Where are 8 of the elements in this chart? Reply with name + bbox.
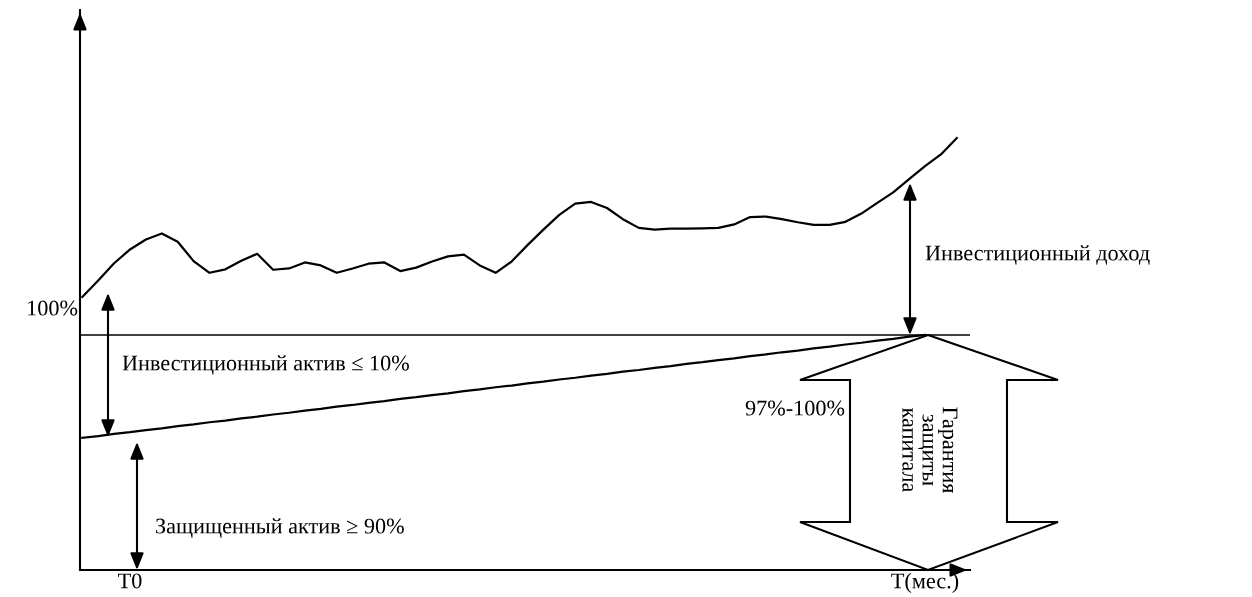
text: 100% [28, 300, 78, 316]
x-tick-label: T(мес.) [891, 572, 959, 593]
annotation: 97%-100% [745, 400, 845, 416]
annotation: Гарантия защиты капитала [902, 407, 958, 494]
x-tick-label: T0 [118, 573, 142, 589]
annotation: Инвестиционный актив ≤ 10% [122, 355, 409, 375]
annotation: Защищенный актив ≥ 90% [156, 518, 404, 538]
annotation: Инвестиционный доход [925, 245, 1150, 265]
